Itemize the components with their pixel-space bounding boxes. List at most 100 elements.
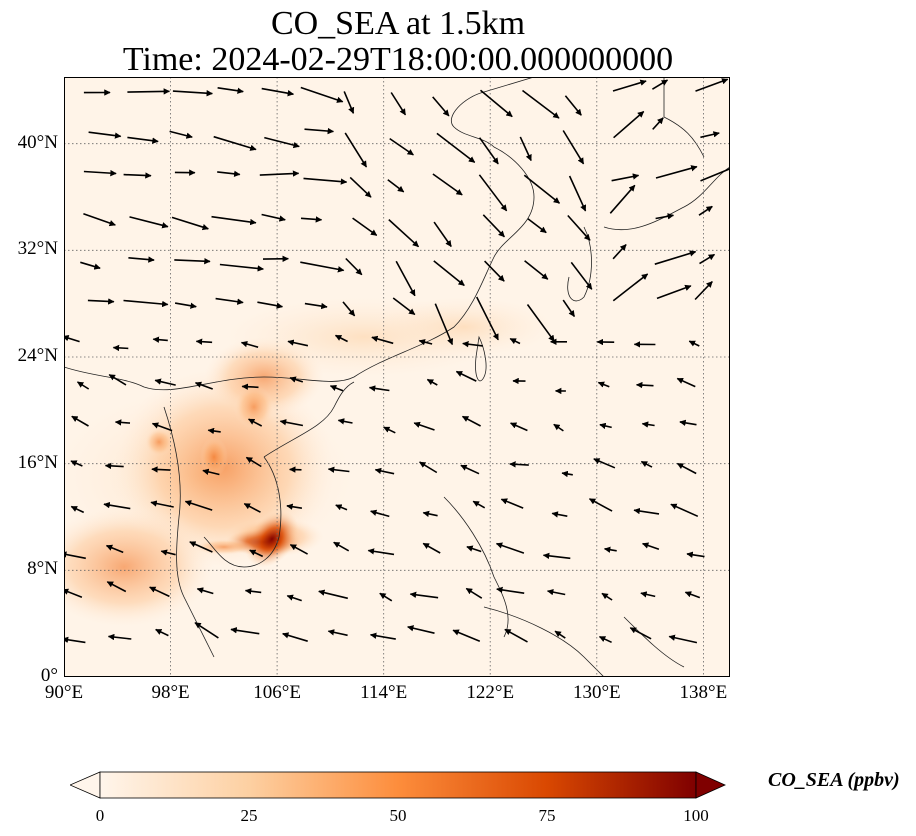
colorbar-extend-high xyxy=(695,771,726,799)
x-tick-label: 138°E xyxy=(679,682,728,703)
wind-arrow xyxy=(567,214,591,241)
x-tick-label: 114°E xyxy=(360,682,408,703)
wind-arrow xyxy=(613,110,645,139)
wind-arrow xyxy=(217,170,241,177)
wind-arrow xyxy=(174,257,211,265)
wind-arrow xyxy=(603,546,617,553)
wind-arrow xyxy=(609,184,636,214)
wind-arrow xyxy=(264,136,300,149)
plot-title-line1: CO_SEA at 1.5km xyxy=(270,5,526,42)
wind-arrow xyxy=(455,370,477,382)
wind-arrow xyxy=(337,418,353,425)
plot-title-line2: Time: 2024-02-29T18:00:00.000000000 xyxy=(122,41,674,78)
x-tick-label: 106°E xyxy=(253,682,301,703)
wind-arrow xyxy=(426,378,438,386)
wind-arrow xyxy=(389,137,414,156)
wind-arrow xyxy=(633,507,660,515)
wind-arrow xyxy=(387,179,405,193)
wind-arrow xyxy=(83,169,117,177)
wind-arrow xyxy=(700,131,720,139)
wind-arrow xyxy=(655,165,698,179)
wind-arrow xyxy=(202,468,220,476)
wind-arrow xyxy=(601,592,613,601)
wind-arrow xyxy=(127,136,159,144)
wind-arrow xyxy=(327,466,350,473)
wind-arrow xyxy=(368,385,390,392)
y-tick-label: 16°N xyxy=(17,451,58,473)
wind-arrow xyxy=(599,422,612,430)
wind-arrow xyxy=(562,130,585,165)
wind-arrow xyxy=(568,175,587,212)
wind-arrow xyxy=(114,419,131,426)
wind-arrow xyxy=(286,594,302,602)
wind-arrow xyxy=(151,422,173,432)
map-panel xyxy=(64,77,730,677)
wind-arrow xyxy=(466,545,482,553)
wind-arrow xyxy=(304,127,335,135)
wind-arrow xyxy=(213,135,257,151)
wind-arrow xyxy=(524,260,549,280)
wind-arrow xyxy=(655,213,675,220)
wind-arrow xyxy=(554,630,566,639)
y-tick-label: 32°N xyxy=(17,238,58,260)
wind-arrow xyxy=(211,215,257,226)
wind-arrow xyxy=(367,548,395,556)
wind-arrow xyxy=(432,96,450,117)
wind-arrow xyxy=(171,216,209,231)
wind-arrow xyxy=(472,500,486,509)
wind-arrow xyxy=(419,461,438,474)
wind-arrow xyxy=(103,501,131,510)
wind-arrow xyxy=(676,377,696,388)
wind-arrow xyxy=(395,260,416,297)
wind-arrow xyxy=(698,205,713,216)
wind-arrow xyxy=(240,340,259,348)
wind-arrow xyxy=(668,634,698,644)
wind-arrow xyxy=(640,591,656,598)
wind-arrow xyxy=(184,500,213,511)
wind-arrow xyxy=(289,376,304,383)
wind-arrow xyxy=(433,260,465,287)
wind-arrow xyxy=(335,504,348,511)
wind-arrow xyxy=(390,92,407,116)
wind-arrow xyxy=(207,427,221,435)
wind-arrow xyxy=(570,261,593,290)
wind-arrow xyxy=(172,90,213,97)
wind-arrow xyxy=(64,636,86,644)
wind-arrow xyxy=(564,95,582,116)
wind-arrow xyxy=(611,173,640,182)
wind-arrow xyxy=(496,586,525,594)
wind-arrow xyxy=(670,503,699,518)
wind-arrow xyxy=(83,213,116,227)
wind-arrow xyxy=(629,627,652,640)
y-tick-label: 24°N xyxy=(17,345,58,366)
wind-arrow xyxy=(478,137,499,165)
wind-arrow xyxy=(304,302,328,310)
wind-arrow xyxy=(612,79,647,92)
wind-arrow xyxy=(479,89,513,118)
wind-arrow xyxy=(700,167,730,182)
wind-arrow xyxy=(562,299,576,318)
colorbar xyxy=(70,771,726,799)
wind-arrow xyxy=(196,587,214,595)
wind-arrow xyxy=(526,304,555,342)
wind-arrow xyxy=(465,587,483,599)
wind-arrow xyxy=(64,335,80,343)
wind-vectors xyxy=(64,78,730,644)
wind-arrow xyxy=(432,173,463,196)
wind-arrow xyxy=(651,79,669,90)
colorbar-tick-label: 0 xyxy=(95,806,105,825)
wind-arrow xyxy=(334,334,348,343)
wind-arrow xyxy=(676,462,697,475)
wind-arrow xyxy=(436,132,476,164)
wind-arrow xyxy=(194,622,219,639)
wind-arrow xyxy=(388,219,420,248)
wind-arrow xyxy=(108,374,127,386)
wind-arrow xyxy=(413,421,435,431)
wind-arrow xyxy=(475,296,499,341)
wind-arrow xyxy=(461,415,481,427)
wind-arrow xyxy=(694,281,713,301)
colorbar-extend-low xyxy=(70,771,101,799)
wind-arrow xyxy=(230,627,260,635)
colorbar-tick-label: 100 xyxy=(683,806,709,825)
wind-arrow xyxy=(345,257,363,276)
